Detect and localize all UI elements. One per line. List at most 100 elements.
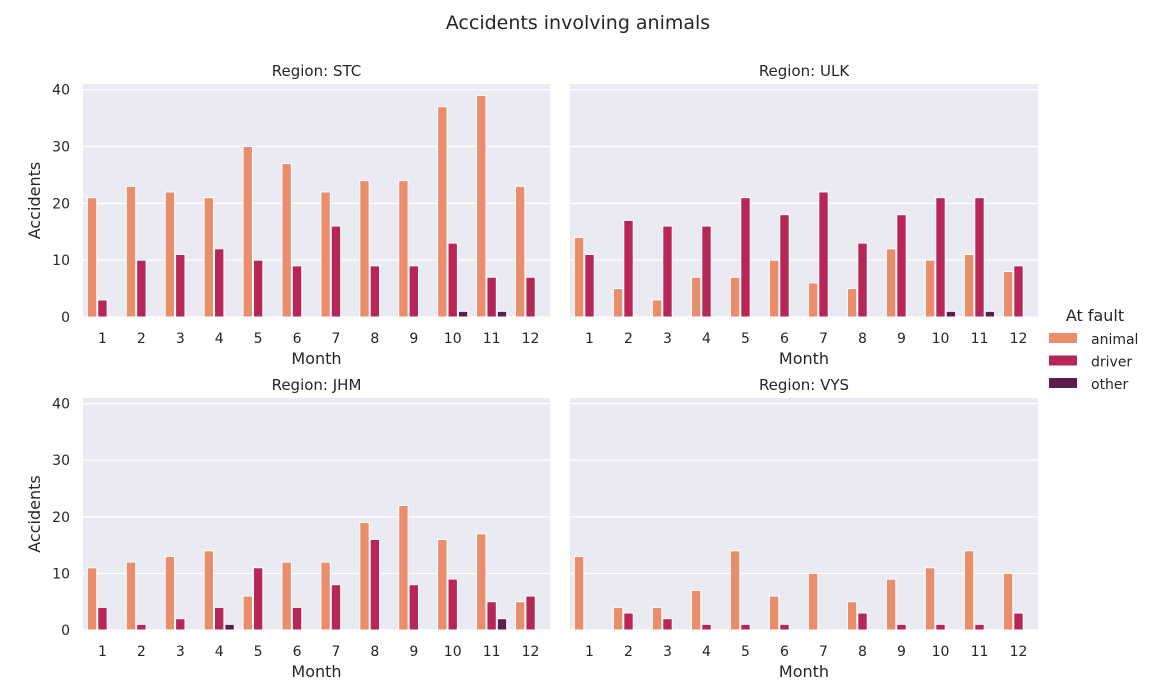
- bar-animal: [125, 185, 137, 318]
- legend-swatch: [1049, 378, 1077, 388]
- bar-animal: [729, 276, 741, 318]
- bar-driver: [408, 584, 419, 631]
- bar-animal: [1002, 271, 1014, 318]
- x-tick-label: 3: [176, 644, 185, 660]
- bar-animal: [242, 146, 253, 318]
- bar-animal: [514, 185, 526, 318]
- bar-animal: [125, 561, 137, 631]
- bar-animal: [476, 94, 487, 318]
- bar-animal: [612, 288, 624, 318]
- bar-animal: [924, 567, 936, 631]
- plot-area-background: [83, 398, 550, 630]
- panel-title: Region: ULK: [759, 62, 851, 80]
- x-tick-label: 4: [702, 644, 711, 660]
- x-tick-label: 11: [483, 644, 501, 660]
- x-tick-label: 12: [1010, 644, 1028, 660]
- bar-driver: [779, 214, 790, 318]
- bar-driver: [623, 612, 634, 631]
- bar-driver: [525, 595, 536, 631]
- x-tick-label: 3: [663, 644, 672, 660]
- x-tick-label: 10: [932, 331, 950, 347]
- x-tick-label: 9: [897, 331, 906, 347]
- bar-driver: [935, 197, 946, 318]
- bar-driver: [486, 601, 497, 631]
- x-tick-label: 8: [370, 331, 379, 347]
- bar-driver: [252, 259, 264, 318]
- x-tick-label: 8: [858, 644, 867, 660]
- x-tick-label: 8: [370, 644, 379, 660]
- x-tick-label: 4: [215, 331, 224, 347]
- plot-area-background: [570, 84, 1038, 317]
- x-tick-label: 4: [215, 644, 224, 660]
- x-tick-label: 12: [1010, 331, 1028, 347]
- x-axis-label: Month: [291, 662, 341, 681]
- x-tick-label: 10: [444, 644, 462, 660]
- chart-title: Accidents involving animals: [446, 12, 710, 34]
- legend-swatch: [1049, 333, 1077, 343]
- bar-driver: [447, 242, 458, 318]
- bar-driver: [1013, 612, 1024, 631]
- x-tick-label: 3: [176, 331, 185, 347]
- x-tick-label: 5: [254, 331, 263, 347]
- legend-label: driver: [1091, 355, 1132, 371]
- y-tick-label: 30: [52, 453, 70, 469]
- y-axis-label: Accidents: [25, 162, 44, 239]
- bar-driver: [896, 623, 907, 631]
- plot-area-background: [570, 398, 1038, 630]
- bar-driver: [291, 265, 303, 318]
- x-axis-label: Month: [779, 662, 829, 681]
- x-tick-label: 4: [702, 331, 711, 347]
- bar-driver: [935, 623, 946, 631]
- x-tick-label: 6: [780, 331, 789, 347]
- x-tick-label: 11: [971, 644, 989, 660]
- bar-other: [496, 310, 508, 318]
- x-tick-label: 5: [741, 644, 750, 660]
- x-tick-label: 1: [585, 331, 594, 347]
- y-tick-label: 0: [61, 623, 70, 639]
- bar-animal: [807, 282, 819, 318]
- bar-driver: [1013, 265, 1024, 318]
- x-tick-label: 9: [409, 331, 418, 347]
- bar-animal: [398, 180, 409, 318]
- bar-animal: [768, 595, 780, 631]
- x-tick-label: 5: [254, 644, 263, 660]
- bar-driver: [896, 214, 907, 318]
- bar-driver: [662, 618, 673, 631]
- bar-animal: [86, 197, 98, 318]
- bar-animal: [846, 601, 858, 631]
- bar-driver: [175, 253, 186, 318]
- x-tick-label: 1: [585, 644, 594, 660]
- bar-animal: [398, 505, 409, 631]
- legend-item-other: other: [1049, 377, 1129, 393]
- bar-driver: [136, 259, 147, 318]
- bar-driver: [974, 623, 985, 631]
- x-tick-label: 6: [780, 644, 789, 660]
- x-tick-label: 11: [483, 331, 501, 347]
- x-tick-label: 9: [409, 644, 418, 660]
- bar-other: [224, 623, 235, 631]
- x-tick-label: 2: [624, 644, 633, 660]
- bar-driver: [525, 276, 536, 318]
- bar-animal: [846, 288, 858, 318]
- bar-animal: [203, 550, 215, 631]
- bar-driver: [584, 253, 595, 318]
- y-tick-label: 20: [52, 196, 70, 212]
- x-axis-label: Month: [779, 349, 829, 368]
- bar-animal: [242, 595, 253, 631]
- x-tick-label: 10: [932, 644, 950, 660]
- legend-item-animal: animal: [1049, 332, 1138, 348]
- x-tick-label: 1: [98, 331, 107, 347]
- bar-driver: [175, 618, 186, 631]
- x-tick-label: 2: [624, 331, 633, 347]
- bar-animal: [437, 538, 448, 631]
- bar-animal: [281, 561, 292, 631]
- chart-legend: At fault animal driver other: [1049, 306, 1138, 393]
- bar-animal: [359, 180, 370, 318]
- y-tick-label: 0: [61, 310, 70, 326]
- x-tick-label: 7: [331, 331, 340, 347]
- bar-driver: [330, 584, 342, 631]
- bar-animal: [963, 550, 975, 631]
